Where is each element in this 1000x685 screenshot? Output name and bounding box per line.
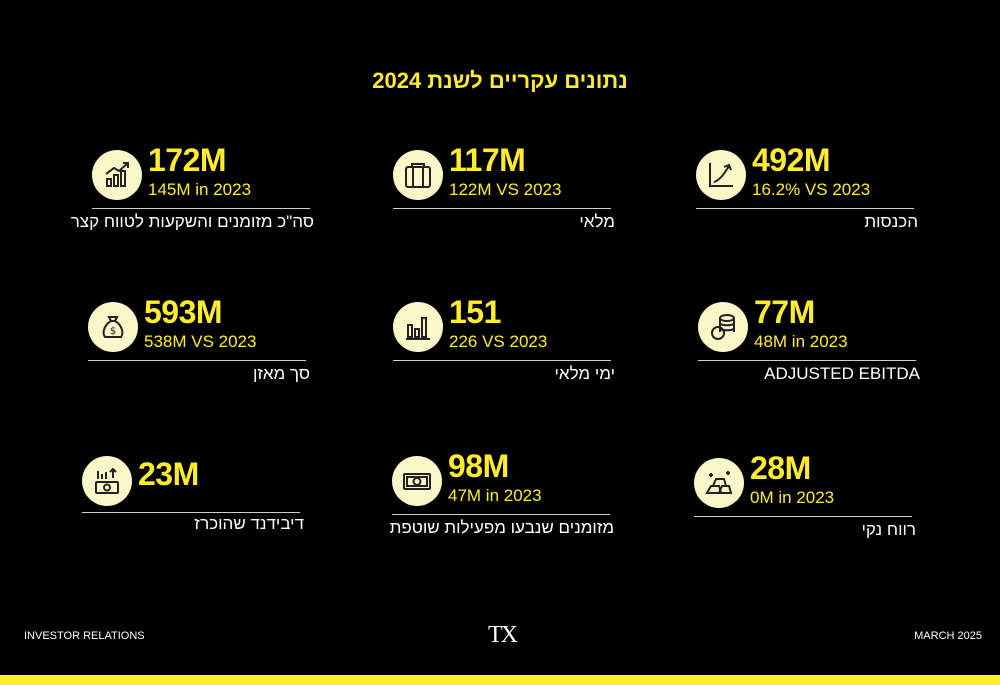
kpi-card-ebitda: 77M 48M in 2023 ADJUSTED EBITDA (698, 294, 920, 402)
kpi-card-dividend: 23M דיבידנד שהוכרז (82, 456, 304, 556)
footer-date: MARCH 2025 (914, 630, 982, 642)
company-logo: TX (488, 622, 518, 648)
kpi-label: ADJUSTED EBITDA (764, 364, 920, 383)
money-bag-icon: $ (88, 302, 138, 352)
coins-stack-icon (698, 302, 748, 352)
kpi-label: סך מאזן (252, 364, 310, 383)
growth-arrow-icon (696, 150, 746, 200)
divider (82, 512, 300, 513)
svg-text:$: $ (110, 326, 116, 337)
page-title: נתונים עקריים לשנת 2024 (372, 68, 628, 93)
footer-investor-relations: INVESTOR RELATIONS (24, 630, 145, 642)
divider (393, 208, 611, 209)
kpi-card-cash: 172M 145M in 2023 סה"כ מזומנים והשקעות ל… (71, 142, 314, 250)
kpi-value: 77M (754, 294, 815, 330)
bottom-accent-bar (0, 675, 1000, 685)
trending-chart-icon (92, 150, 142, 200)
kpi-comparison: 16.2% VS 2023 (752, 180, 871, 199)
kpi-value: 172M (148, 142, 227, 178)
kpi-label: ימי מלאי (554, 364, 615, 383)
kpi-card-operating-cash: 98M 47M in 2023 מזומנים שנבעו מפעילות שו… (389, 448, 614, 556)
kpi-card-net-profit: 28M 0M in 2023 רווח נקי (694, 450, 916, 558)
dividend-cash-icon (82, 456, 132, 506)
kpi-card-inventory-days: 151 226 VS 2023 ימי מלאי (393, 294, 615, 402)
kpi-comparison: 538M VS 2023 (144, 332, 257, 351)
gold-bars-icon (694, 458, 744, 508)
divider (698, 360, 916, 361)
kpi-value: 593M (144, 294, 223, 330)
bar-chart-icon (393, 302, 443, 352)
inventory-boxes-icon (393, 150, 443, 200)
banknote-icon (392, 456, 442, 506)
divider (92, 208, 310, 209)
kpi-label: דיבידנד שהוכרז (194, 514, 304, 533)
kpi-comparison: 145M in 2023 (148, 180, 252, 199)
kpi-comparison: 48M in 2023 (754, 332, 848, 351)
divider (88, 360, 306, 361)
kpi-card-balance: $ 593M 538M VS 2023 סך מאזן (88, 294, 310, 402)
divider (694, 516, 912, 517)
kpi-label: רווח נקי (861, 520, 916, 539)
divider (392, 514, 610, 515)
divider (393, 360, 611, 361)
kpi-value: 117M (449, 142, 526, 178)
kpi-comparison: 226 VS 2023 (449, 332, 548, 351)
kpi-label: מלאי (579, 212, 615, 231)
divider (696, 208, 914, 209)
kpi-card-inventory: 117M 122M VS 2023 מלאי (393, 142, 615, 250)
kpi-label: הכנסות (864, 212, 918, 231)
kpi-value: 151 (449, 294, 501, 330)
kpi-value: 23M (138, 456, 199, 492)
kpi-value: 492M (752, 142, 831, 178)
kpi-comparison: 122M VS 2023 (449, 180, 562, 199)
kpi-label: מזומנים שנבעו מפעילות שוטפת (389, 518, 614, 537)
kpi-card-revenue: 492M 16.2% VS 2023 הכנסות (696, 142, 918, 250)
kpi-value: 98M (448, 448, 509, 484)
kpi-label: סה"כ מזומנים והשקעות לטווח קצר (70, 212, 314, 231)
kpi-comparison: 47M in 2023 (448, 486, 542, 505)
kpi-comparison: 0M in 2023 (750, 488, 835, 507)
kpi-value: 28M (750, 450, 811, 486)
